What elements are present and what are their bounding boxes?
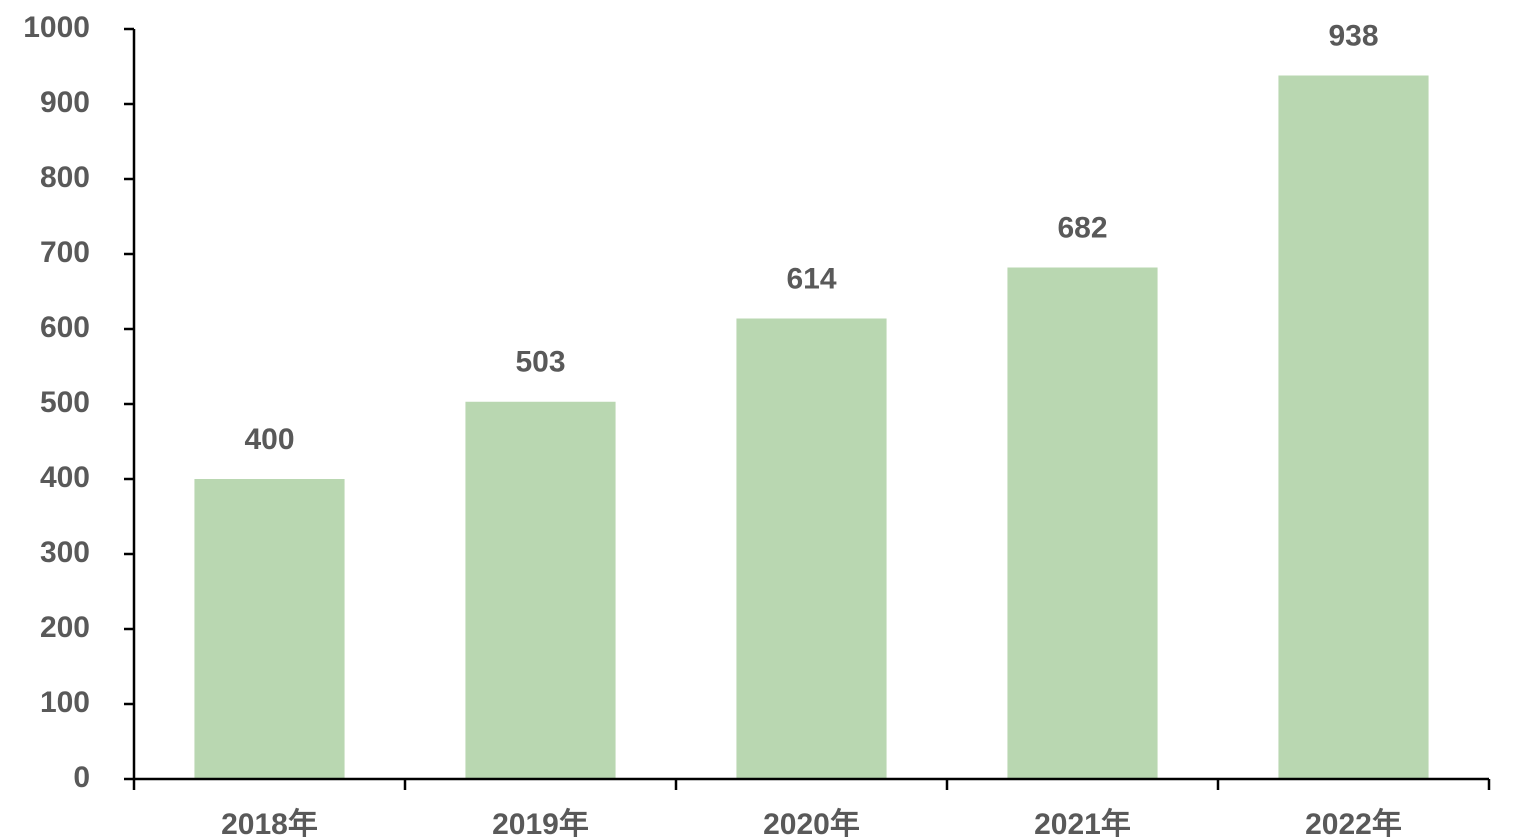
y-tick-label: 100 [40, 686, 90, 719]
y-tick-label: 900 [40, 86, 90, 119]
y-tick-label: 0 [73, 761, 90, 794]
x-tick-label: 2018年 [221, 808, 318, 839]
y-tick-label: 500 [40, 386, 90, 419]
x-tick-label: 2021年 [1034, 808, 1131, 839]
bar [194, 479, 345, 779]
bar [1007, 267, 1158, 779]
x-tick-label: 2019年 [492, 808, 589, 839]
bar [1278, 75, 1429, 779]
y-tick-label: 1000 [23, 11, 90, 44]
y-tick-label: 700 [40, 236, 90, 269]
bar [736, 318, 887, 779]
y-tick-label: 400 [40, 461, 90, 494]
y-tick-label: 200 [40, 611, 90, 644]
y-tick-label: 300 [40, 536, 90, 569]
data-label: 682 [1057, 211, 1107, 244]
data-label: 503 [515, 346, 565, 379]
x-tick-label: 2022年 [1305, 808, 1402, 839]
data-label: 400 [244, 423, 294, 456]
y-tick-label: 600 [40, 311, 90, 344]
x-tick-label: 2020年 [763, 808, 860, 839]
y-tick-label: 800 [40, 161, 90, 194]
bar [465, 401, 616, 779]
data-label: 614 [786, 262, 836, 295]
data-label: 938 [1328, 19, 1378, 52]
